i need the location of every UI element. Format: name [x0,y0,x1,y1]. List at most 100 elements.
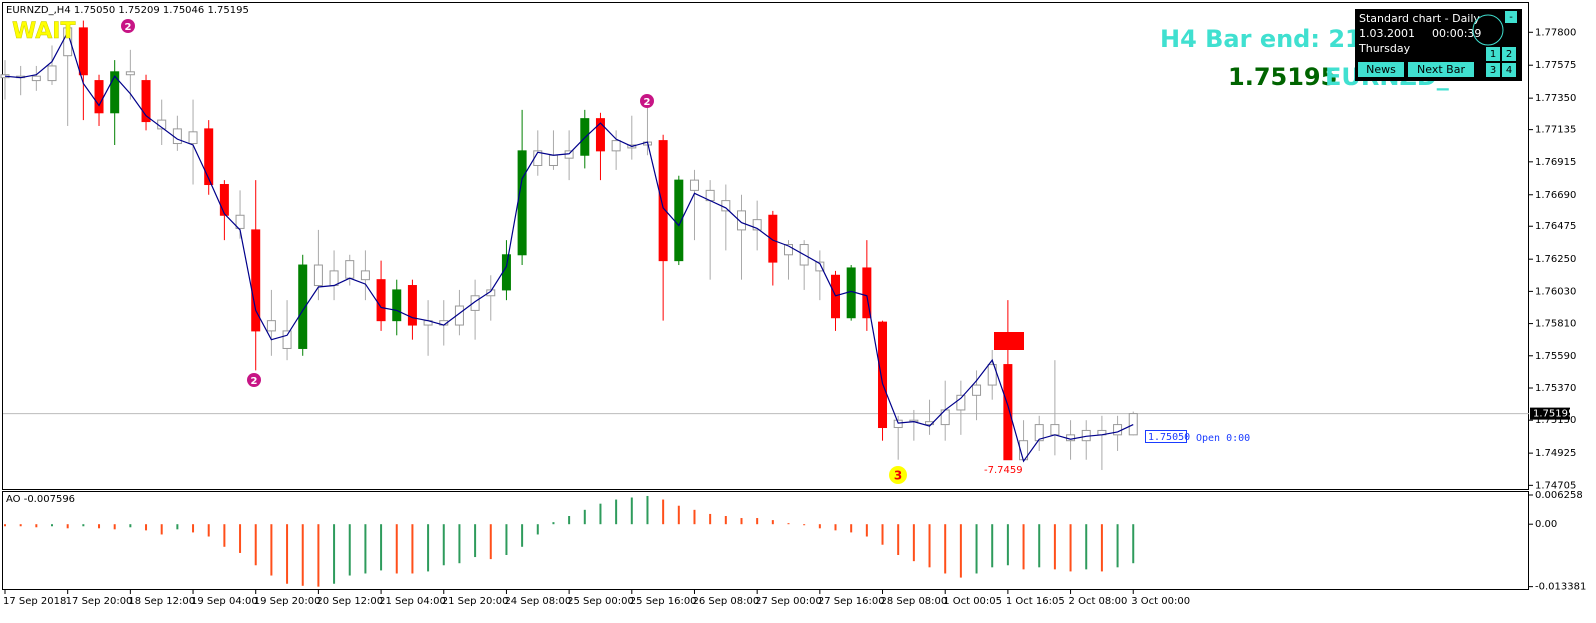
num-label[interactable]: 2 [1506,49,1512,60]
num-button[interactable] [1486,63,1500,77]
y-tick-label: 1.77350 [1535,93,1576,104]
marker [889,466,907,484]
marker [121,19,135,33]
y-tick-label: 1.77135 [1535,125,1576,136]
candle-body [548,154,558,166]
current-price-label: 1.75195 [1533,409,1574,420]
candle-body [47,65,57,82]
y-tick-label: 1.75150 [1535,415,1576,426]
x-tick-label: 21 Sep 20:00 [442,596,509,607]
plot: 1.77800 1.77575 1.77350 1.77135 1.76915 1.766… [0,20,1586,607]
candle-body [878,321,888,429]
candle-body [78,27,88,76]
x-tick-label: 19 Sep 04:00 [191,596,258,607]
candle-body [972,384,982,396]
ao-panel [2,491,1529,590]
candle-body [689,179,699,191]
candle-body [501,254,511,291]
y-tick-label: 1.76250 [1535,254,1576,265]
candle-body [815,261,825,272]
x-tick-label: 17 Sep 20:00 [66,596,133,607]
num-label[interactable]: 3 [1490,65,1496,76]
x-tick-label: 18 Sep 12:00 [128,596,195,607]
candle-body [235,214,245,229]
candle-body [831,274,841,319]
next-bar-label[interactable]: Next Bar [1417,63,1465,76]
y-tick-label: 1.77575 [1535,60,1576,71]
price-panel [2,2,1529,490]
info-panel: Standard chart - Daily 1.03.2001 00:00:3… [1355,9,1522,81]
candle-body [987,364,997,386]
close-button[interactable] [1505,11,1517,23]
panel-title: Standard chart - Daily [1359,12,1480,25]
marker [247,373,261,387]
y-tick-label: 1.76475 [1535,221,1576,232]
candle-body [407,285,417,326]
candle-body [298,264,308,349]
num-label[interactable]: 1 [1490,49,1496,60]
candle-body [266,320,276,332]
current-price-tag [1530,407,1570,420]
x-tick-label: 1 Oct 00:05 [943,596,1002,607]
red-label: -7.7459 [984,465,1023,476]
candle-body [376,279,386,322]
x-tick-label: 2 Oct 08:00 [1069,596,1128,607]
y-tick-label: 1.74705 [1535,480,1576,491]
x-tick-label: 25 Sep 00:00 [567,596,634,607]
moving-line [4,30,1134,463]
x-tick-label: 17 Sep 2018 [3,596,66,607]
candle-body [360,270,370,281]
y-tick-label: 0.006258 [1535,490,1583,501]
candle-body [31,75,41,82]
news-label[interactable]: News [1366,63,1396,76]
open-label: Open 0:00 [1196,433,1250,444]
num-label[interactable]: 4 [1506,65,1512,76]
y-tick-label: 0.00 [1535,519,1557,530]
candle-body [219,184,229,216]
candle-body [1113,424,1123,436]
candle-body [1003,364,1013,461]
candle-body [768,214,778,263]
candle-body [110,71,120,114]
candle-body [721,200,731,212]
candle-body [313,264,323,287]
candle-body [172,128,182,145]
candle-body [956,394,966,411]
candle-body [784,244,793,256]
signal-box [994,332,1024,350]
x-tick-label: 20 Sep 12:00 [316,596,383,607]
candle-body [345,260,355,279]
y-tick-label: 1.77800 [1535,27,1576,38]
close-label[interactable]: - [1509,12,1513,23]
news-button[interactable] [1358,62,1404,77]
candle-body [94,80,104,114]
candle-body [658,140,668,262]
x-tick-label: 27 Sep 16:00 [818,596,885,607]
next-bar-button[interactable] [1408,62,1474,77]
y-tick-label: 1.76030 [1535,286,1576,297]
candle-body [251,229,261,332]
candle-body [862,267,872,319]
ao-label: AO -0.007596 [6,494,75,505]
y-tick-label: 1.76915 [1535,157,1576,168]
num-button[interactable] [1502,47,1516,61]
candle-body [141,80,151,123]
x-tick-label: 24 Sep 08:00 [504,596,571,607]
x-tick-label: 26 Sep 08:00 [692,596,759,607]
panel-date: 1.03.2001 [1359,27,1415,40]
x-tick-label: 27 Sep 00:00 [755,596,822,607]
num-button[interactable] [1502,63,1516,77]
candle-body [893,419,903,429]
candle-body [611,140,621,152]
num-button[interactable] [1486,47,1500,61]
marker [640,94,654,108]
candle-body [752,219,762,231]
x-tick-label: 1 Oct 16:05 [1006,596,1065,607]
candle-body [925,421,935,426]
x-tick-label: 21 Sep 04:00 [379,596,446,607]
candle-body [63,27,73,57]
y-tick-label: 1.74925 [1535,448,1576,459]
candle-body [1128,413,1138,436]
candle-body [470,295,480,311]
candle-body [846,267,856,319]
